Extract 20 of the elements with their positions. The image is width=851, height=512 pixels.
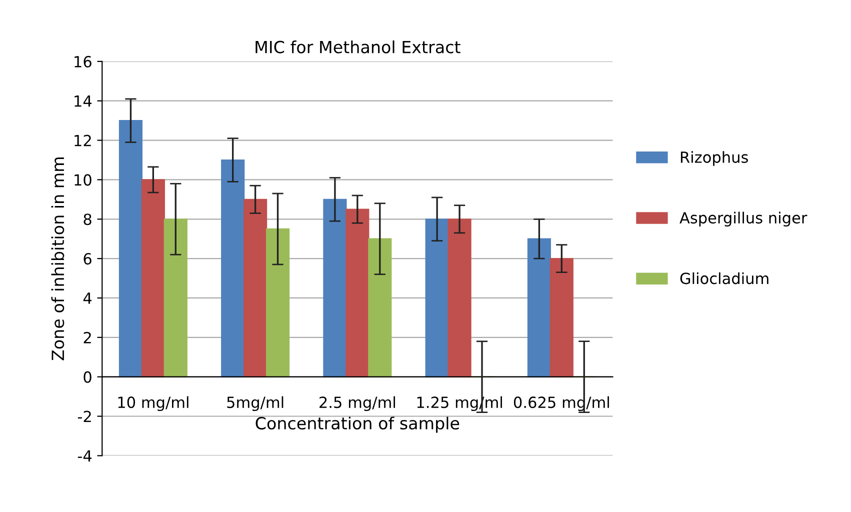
y-tick-label: 2 bbox=[84, 332, 91, 344]
x-tick-label: 10 mg/ml bbox=[118, 396, 188, 412]
y-tick-label: 16 bbox=[74, 56, 92, 68]
x-tick-label: 2.5 mg/ml bbox=[320, 396, 395, 412]
x-axis-title: Concentration of sample bbox=[256, 416, 460, 433]
y-tick-label: 14 bbox=[74, 96, 92, 107]
y-tick-label: 8 bbox=[84, 214, 92, 226]
y-tick-label: 10 bbox=[74, 174, 92, 186]
y-tick-label: 0 bbox=[84, 371, 92, 383]
legend-label: Aspergillus niger bbox=[680, 212, 808, 227]
legend-label: Gliocladium bbox=[680, 272, 768, 284]
y-tick-label: -2 bbox=[78, 410, 91, 422]
x-tick-label: 5mg/ml bbox=[227, 396, 284, 412]
chart-title: MIC for Methanol Extract bbox=[256, 40, 460, 54]
y-tick-label: 6 bbox=[84, 253, 92, 265]
y-tick-label: 4 bbox=[83, 292, 92, 304]
y-axis-title: Zone of inhibition in mm bbox=[51, 158, 64, 360]
legend-label: Rizophus bbox=[680, 151, 748, 166]
y-tick-label: 12 bbox=[74, 134, 91, 146]
y-tick-label: -4 bbox=[78, 450, 92, 462]
